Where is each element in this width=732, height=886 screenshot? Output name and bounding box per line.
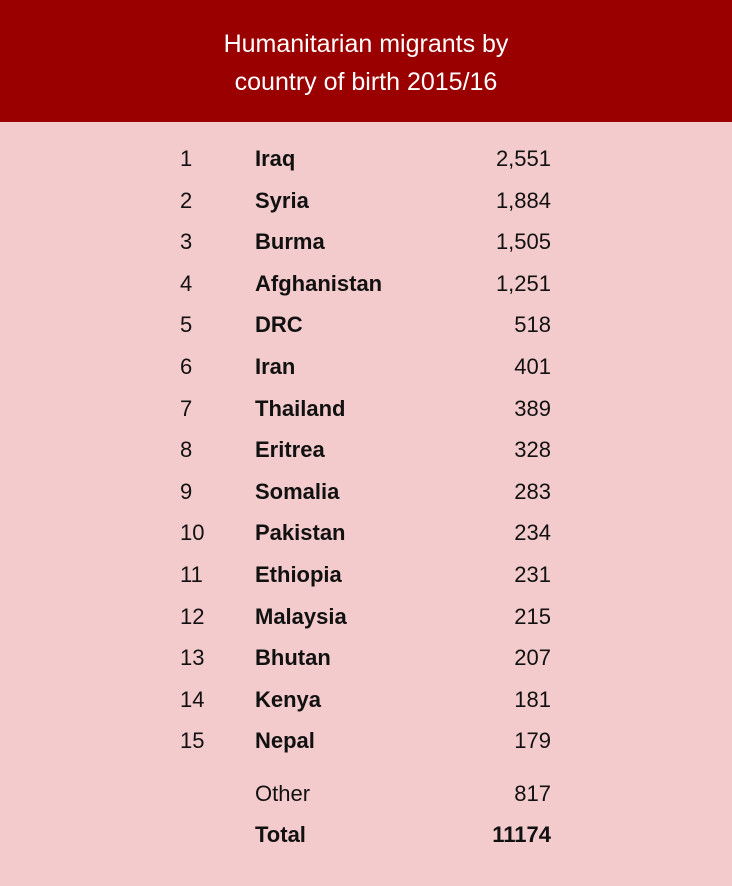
- country-cell: Somalia: [255, 478, 340, 504]
- value-cell: 401: [514, 354, 551, 379]
- country-cell: Iran: [255, 354, 296, 379]
- rank-cell: 14: [180, 686, 205, 712]
- country-cell: Iraq: [255, 146, 296, 171]
- table-row: 1 Iraq 2,551: [0, 144, 732, 174]
- rank-cell: 3: [180, 229, 193, 255]
- country-cell: Pakistan: [255, 520, 346, 546]
- value-cell: 207: [514, 645, 551, 671]
- table-row: 6 Iran 401: [0, 352, 732, 382]
- table-row: 10 Pakistan 234: [0, 518, 732, 548]
- value-cell: 2,551: [495, 146, 551, 171]
- rank-cell: 6: [180, 354, 193, 379]
- total-value: 11174: [492, 822, 551, 847]
- table-header: Humanitarian migrants by country of birt…: [0, 0, 732, 122]
- value-cell: 234: [514, 520, 551, 546]
- total-label: Total: [255, 822, 306, 847]
- rank-cell: 9: [180, 478, 193, 504]
- total-row: Total 11174: [0, 820, 732, 850]
- rank-cell: 7: [180, 395, 193, 421]
- country-cell: Thailand: [255, 395, 346, 421]
- country-cell: Afghanistan: [255, 270, 383, 296]
- rank-cell: 1: [180, 146, 193, 171]
- rank-cell: 11: [180, 562, 203, 587]
- country-cell: Eritrea: [255, 437, 325, 463]
- table-row: 7 Thailand 389: [0, 394, 732, 424]
- value-cell: 231: [514, 562, 551, 587]
- other-value: 817: [514, 781, 551, 806]
- rank-cell: 12: [180, 603, 205, 629]
- other-row: Other 817: [0, 779, 732, 809]
- value-cell: 1,505: [495, 229, 551, 255]
- other-label: Other: [255, 781, 311, 806]
- value-cell: 389: [514, 395, 551, 421]
- country-cell: Syria: [255, 187, 309, 213]
- table-row: 8 Eritrea 328: [0, 435, 732, 465]
- rank-cell: 13: [180, 645, 205, 671]
- value-cell: 215: [514, 603, 551, 629]
- table-row: 5 DRC 518: [0, 310, 732, 340]
- value-cell: 283: [514, 478, 551, 504]
- country-cell: Malaysia: [255, 603, 347, 629]
- table-row: 9 Somalia 283: [0, 477, 732, 507]
- country-cell: Burma: [255, 229, 325, 255]
- rank-cell: 8: [180, 437, 193, 463]
- table-row: 3 Burma 1,505: [0, 227, 732, 257]
- value-cell: 328: [514, 437, 551, 463]
- country-cell: Kenya: [255, 686, 322, 712]
- country-cell: Nepal: [255, 728, 315, 754]
- value-cell: 179: [514, 728, 551, 754]
- country-cell: Ethiopia: [255, 562, 342, 587]
- value-cell: 1,884: [495, 187, 551, 213]
- rank-cell: 15: [180, 728, 205, 754]
- rank-cell: 10: [180, 520, 205, 546]
- table-row: 15 Nepal 179: [0, 726, 732, 756]
- value-cell: 1,251: [495, 270, 551, 296]
- table-row: 14 Kenya 181: [0, 685, 732, 715]
- country-cell: Bhutan: [255, 645, 331, 671]
- rank-cell: 5: [180, 312, 193, 338]
- value-cell: 181: [514, 686, 551, 712]
- table-row: 4 Afghanistan 1,251: [0, 269, 732, 299]
- table-row: 12 Malaysia 215: [0, 602, 732, 632]
- table-row: 13 Bhutan 207: [0, 643, 732, 673]
- table-row: 11 Ethiopia 231: [0, 560, 732, 590]
- country-cell: DRC: [255, 312, 303, 338]
- rank-cell: 2: [180, 187, 193, 213]
- value-cell: 518: [514, 312, 551, 338]
- table-row: 2 Syria 1,884: [0, 186, 732, 216]
- table-title: Humanitarian migrants by country of birt…: [223, 30, 509, 96]
- rank-cell: 4: [180, 270, 193, 296]
